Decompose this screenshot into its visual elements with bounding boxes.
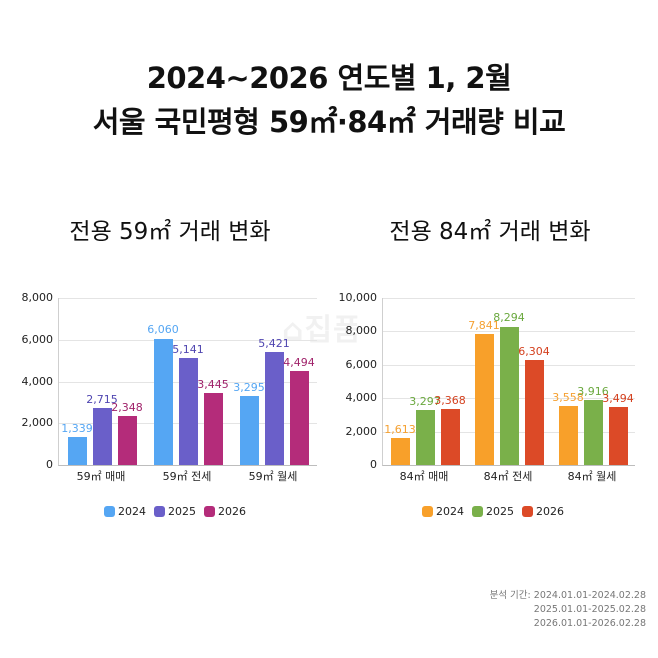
legend-item-2024[interactable]: 2024	[422, 505, 464, 518]
bar-2024	[390, 438, 410, 465]
analysis-period-note: 분석 기간: 2024.01.01-2024.02.28 2025.01.01-…	[490, 589, 646, 631]
bar-value-label: 2,715	[86, 393, 118, 407]
bar-value-label: 3,494	[602, 391, 634, 405]
bar-2026	[608, 406, 628, 465]
legend-label: 2026	[218, 505, 246, 518]
legend-item-2026[interactable]: 2026	[204, 505, 246, 518]
bar-2024	[67, 437, 87, 465]
plot-area: 1,339 2,715 2,348 6,060 5,141 3,445 3,295 5,421…	[58, 298, 317, 466]
x-category-label: 84㎡ 월세	[567, 470, 617, 483]
y-tick-label: 6,000	[345, 357, 378, 371]
chart-84-title: 전용 84㎡ 거래 변화	[389, 219, 591, 245]
gridline	[59, 298, 317, 299]
bar-value-label: 3,295	[233, 381, 265, 395]
y-tick-label: 0	[370, 458, 377, 471]
bar-2025	[264, 351, 284, 465]
bar-value-label: 7,841	[468, 319, 500, 333]
bar-value-label: 2,348	[111, 400, 143, 414]
bar-value-label: 3,558	[552, 390, 584, 404]
y-tick-label: 6,000	[21, 332, 54, 346]
period-2025: 2025.01.01-2025.02.28	[533, 604, 646, 615]
legend-swatch	[154, 506, 165, 517]
y-tick-label: 10,000	[338, 291, 378, 304]
bar-2025	[583, 399, 603, 465]
period-2024: 2024.01.01-2024.02.28	[533, 590, 646, 601]
y-tick-label: 2,000	[21, 416, 54, 430]
bar-2026	[524, 359, 544, 465]
bar-2026	[289, 371, 309, 465]
legend-item-2025[interactable]: 2025	[472, 505, 514, 518]
legend-item-2025[interactable]: 2025	[154, 505, 196, 518]
legend-84: 2024 2025 2026	[422, 505, 564, 518]
legend-label: 2024	[118, 505, 146, 518]
legend-swatch	[422, 506, 433, 517]
legend-label: 2024	[436, 505, 464, 518]
y-tick-label: 0	[46, 458, 53, 471]
legend-label: 2025	[486, 505, 514, 518]
x-category-label: 59㎡ 매매	[76, 470, 126, 483]
bar-value-label: 5,141	[172, 342, 204, 356]
y-tick-label: 4,000	[21, 374, 54, 388]
bar-value-label: 6,060	[147, 323, 179, 337]
x-category-label: 59㎡ 월세	[248, 470, 298, 483]
bar-value-label: 8,294	[493, 311, 525, 325]
bar-2025	[178, 357, 198, 465]
bar-2025	[415, 409, 435, 465]
gridline	[383, 298, 635, 299]
bar-2026	[203, 393, 223, 465]
bar-2024	[474, 334, 494, 465]
bar-value-label: 1,339	[61, 422, 93, 436]
bar-value-label: 4,494	[283, 356, 315, 370]
bar-2024	[558, 405, 578, 465]
bar-2024	[239, 396, 259, 465]
bar-value-label: 3,368	[434, 393, 466, 407]
bar-2025	[499, 326, 519, 465]
legend-59: 2024 2025 2026	[104, 505, 246, 518]
bar-2026	[117, 416, 137, 465]
y-tick-label: 8,000	[21, 291, 54, 304]
watermark-logo: ⌂집품	[282, 313, 362, 348]
bar-value-label: 1,613	[384, 423, 416, 437]
bar-value-label: 3,297	[409, 394, 441, 408]
legend-item-2026[interactable]: 2026	[522, 505, 564, 518]
analysis-period-label: 분석 기간:	[489, 590, 531, 601]
chart-59-title: 전용 59㎡ 거래 변화	[69, 219, 271, 245]
bar-2026	[440, 408, 460, 465]
y-tick-label: 8,000	[345, 324, 378, 338]
x-category-label: 84㎡ 매매	[399, 470, 449, 483]
legend-swatch	[472, 506, 483, 517]
bar-value-label: 5,421	[258, 336, 290, 350]
plot-area: 1,613 3,297 3,368 7,841 8,294 6,304 3,558 3,916…	[382, 298, 635, 466]
gridline	[59, 339, 317, 341]
main-title-line2: 서울 국민평형 59㎡·84㎡ 거래량 비교	[92, 105, 566, 139]
x-category-label: 59㎡ 전세	[162, 470, 212, 483]
x-category-label: 84㎡ 전세	[483, 470, 533, 483]
legend-swatch	[104, 506, 115, 517]
bar-value-label: 3,445	[197, 378, 229, 392]
y-tick-label: 4,000	[345, 391, 378, 405]
legend-label: 2026	[536, 505, 564, 518]
y-tick-label: 2,000	[345, 424, 378, 438]
legend-item-2024[interactable]: 2024	[104, 505, 146, 518]
legend-swatch	[522, 506, 533, 517]
bar-value-label: 3,916	[577, 384, 609, 398]
main-title-line1: 2024~2026 연도별 1, 2월	[146, 61, 512, 95]
period-2026: 2026.01.01-2026.02.28	[533, 618, 646, 629]
legend-swatch	[204, 506, 215, 517]
bar-value-label: 6,304	[518, 344, 550, 358]
legend-label: 2025	[168, 505, 196, 518]
bar-2025	[92, 408, 112, 465]
main-title: 2024~2026 연도별 1, 2월 서울 국민평형 59㎡·84㎡ 거래량 …	[0, 56, 658, 144]
bar-2024	[153, 338, 173, 465]
